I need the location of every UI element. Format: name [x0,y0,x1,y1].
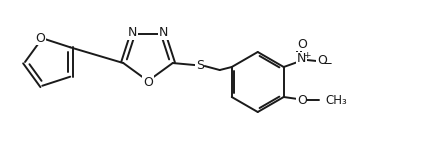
Text: −: − [323,57,333,69]
Text: O: O [143,75,153,88]
Text: N: N [297,53,306,66]
Text: N: N [128,26,137,39]
Text: O: O [317,54,327,67]
Text: N: N [159,26,168,39]
Text: +: + [303,51,310,60]
Text: CH₃: CH₃ [326,93,348,106]
Text: O: O [35,32,45,45]
Text: O: O [297,38,307,51]
Text: S: S [196,59,204,72]
Text: O: O [297,93,307,106]
